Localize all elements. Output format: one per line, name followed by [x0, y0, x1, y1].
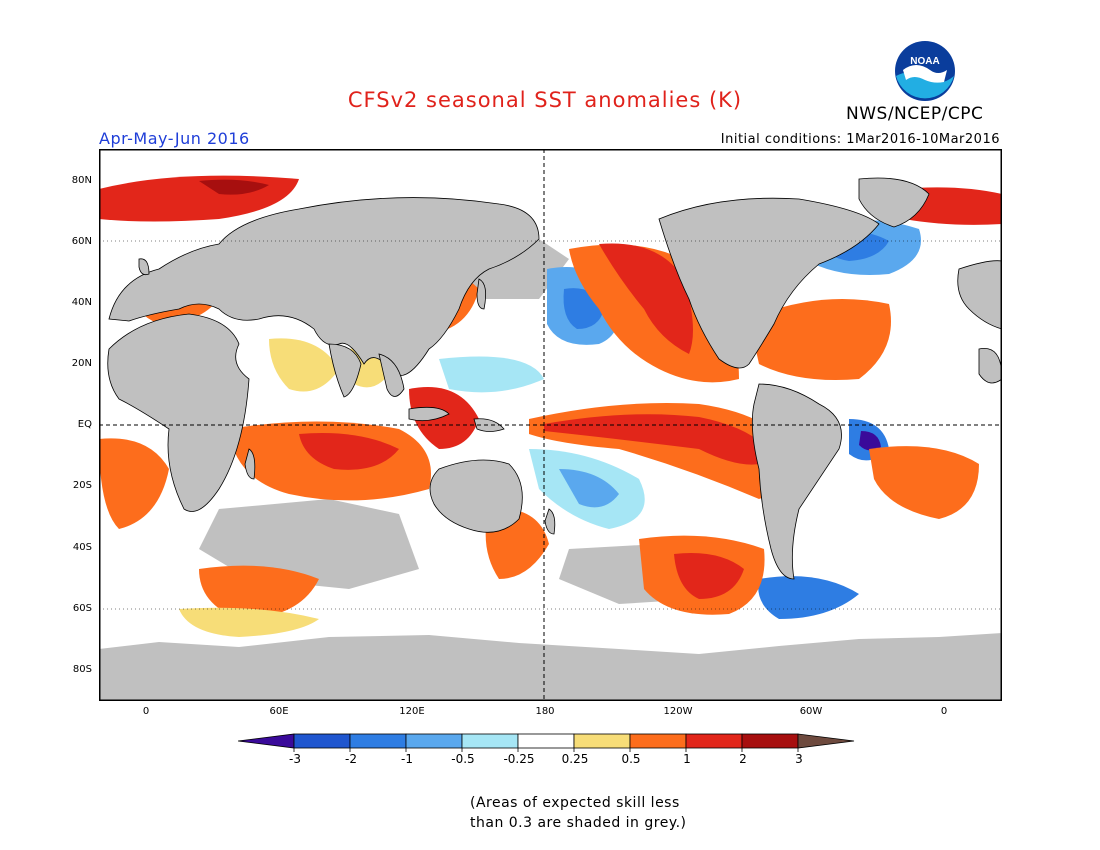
warm-south-atlantic [869, 446, 979, 519]
cb-tick-0-5: 0.5 [621, 752, 641, 766]
pale-warm-arabian [269, 338, 339, 392]
colorbar-swatch [405, 733, 463, 749]
cb-tick-neg1: -1 [401, 752, 413, 766]
cb-tick-3: 3 [795, 752, 803, 766]
warm-ne-pacific-core [599, 243, 693, 354]
lat-label-40n: 40N [71, 297, 92, 308]
lon-label-60w: 60W [799, 706, 823, 717]
colorbar-swatch [349, 733, 407, 749]
noaa-logo-text: NOAA [910, 56, 939, 67]
forecast-period: Apr-May-Jun 2016 [99, 129, 250, 148]
cb-tick-2: 2 [739, 752, 747, 766]
lon-label-120e: 120E [399, 706, 425, 717]
greenland [858, 177, 930, 228]
colorbar-swatch [741, 733, 799, 749]
indonesia [408, 406, 450, 422]
sst-anomaly-map [99, 149, 1002, 701]
new-guinea [473, 418, 505, 432]
lon-label-120w: 120W [663, 706, 693, 717]
colorbar [238, 733, 855, 752]
cold-southern-ocean [758, 576, 859, 619]
cb-tick-1: 1 [683, 752, 691, 766]
lat-label-eq: EQ [77, 419, 92, 430]
colorbar-swatch [573, 733, 631, 749]
initial-conditions: Initial conditions: 1Mar2016-10Mar2016 [720, 132, 1000, 147]
agency-label: NWS/NCEP/CPC [846, 104, 984, 124]
india [328, 343, 362, 398]
skill-footnote: (Areas of expected skill less than 0.3 a… [470, 793, 687, 833]
south-america [751, 383, 842, 580]
noaa-logo: NOAA [894, 40, 956, 102]
lat-label-20n: 20N [71, 358, 92, 369]
cb-tick-neg0-5: -0.5 [451, 752, 475, 766]
colorbar-right-arrow [797, 733, 855, 749]
lat-label-80s: 80S [72, 664, 92, 675]
colorbar-swatch [461, 733, 519, 749]
cb-tick-neg3: -3 [289, 752, 301, 766]
cb-tick-neg0-25: -0.25 [503, 752, 535, 766]
lon-label-0-west: 0 [142, 706, 150, 717]
indochina [378, 353, 405, 397]
cold-south-pacific-core [559, 469, 619, 508]
lat-label-40s: 40S [72, 542, 92, 553]
pale-warm-south-indian [179, 607, 319, 637]
lat-label-80n: 80N [71, 175, 92, 186]
colorbar-swatch [685, 733, 743, 749]
lon-label-60e: 60E [269, 706, 289, 717]
warm-arctic-core [199, 179, 269, 195]
map-frame [99, 149, 1002, 701]
australia [429, 459, 523, 533]
north-america [658, 197, 880, 369]
cb-tick-neg2: -2 [345, 752, 357, 766]
warm-maritime [409, 387, 479, 449]
madagascar [244, 448, 256, 480]
warm-north-atlantic [749, 299, 891, 380]
skill-footnote-line2: than 0.3 are shaded in grey.) [470, 815, 687, 831]
eurasia [108, 197, 540, 376]
cb-tick-0-25: 0.25 [561, 752, 589, 766]
cold-band-equatorial [439, 356, 544, 393]
uk [138, 258, 150, 276]
warm-southern-mid [199, 565, 319, 619]
antarctica [99, 633, 1002, 701]
map-title: CFSv2 seasonal SST anomalies (K) [347, 88, 743, 112]
new-zealand [544, 508, 556, 535]
africa [107, 313, 250, 512]
colorbar-swatch [517, 733, 575, 749]
lon-label-180: 180 [535, 706, 555, 717]
colorbar-swatch [629, 733, 687, 749]
colorbar-swatch [293, 733, 351, 749]
warm-indian-core [299, 433, 399, 470]
europe-west [957, 260, 1002, 330]
lat-label-60n: 60N [71, 236, 92, 247]
continents [107, 177, 1002, 580]
colorbar-left-arrow [238, 733, 295, 749]
japan-island [476, 278, 487, 310]
warm-el-nino-core [544, 414, 774, 465]
warm-south-atlantic-west [99, 438, 169, 529]
lon-label-0-east: 0 [940, 706, 948, 717]
lat-label-20s: 20S [72, 480, 92, 491]
cold-south-atlantic-core [859, 431, 881, 451]
lat-label-60s: 60S [72, 603, 92, 614]
warm-south-pacific-core [674, 553, 744, 599]
skill-footnote-line1: (Areas of expected skill less [470, 795, 680, 811]
